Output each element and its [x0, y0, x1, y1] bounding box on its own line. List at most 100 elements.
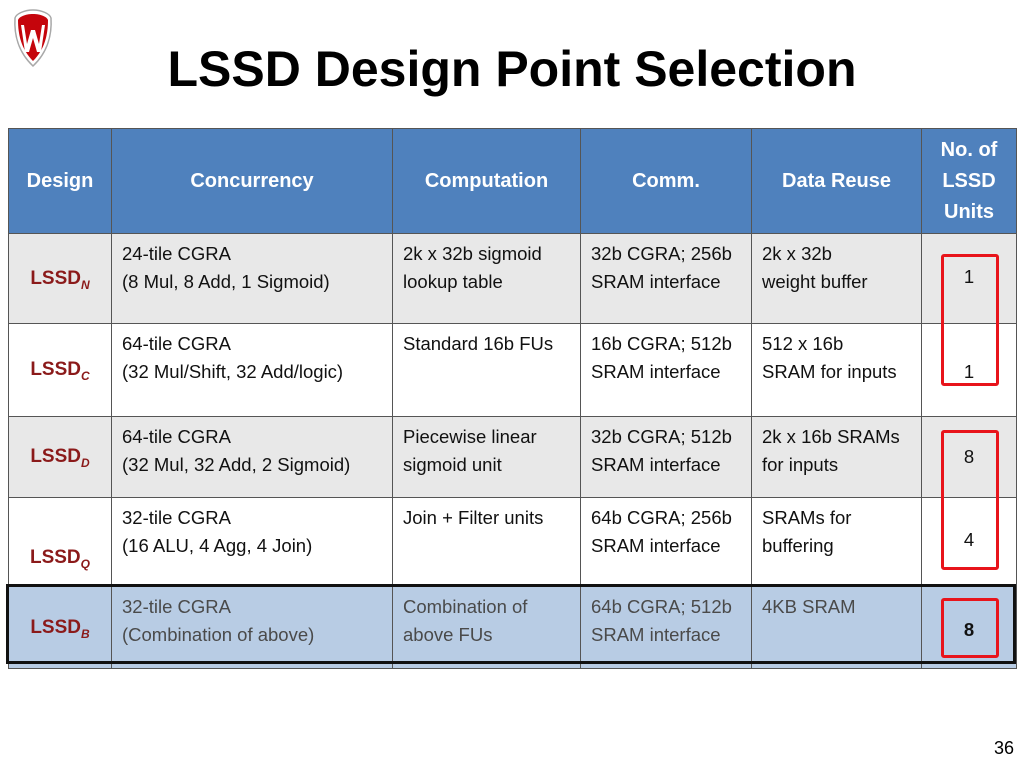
cell-line: 64b CGRA; 512b [591, 596, 732, 617]
units-value: 1 [963, 361, 975, 382]
cell-line: for inputs [762, 454, 839, 475]
table-header-row: Design Concurrency Computation Comm. Dat… [8, 128, 1017, 234]
header-units-line: LSSD [942, 169, 996, 192]
design-name: LSSD [30, 359, 81, 380]
table-row: LSSDD 64-tile CGRA (32 Mul, 32 Add, 2 Sig… [8, 416, 1017, 498]
comm-cell: 32b CGRA; 256b SRAM interface [580, 233, 752, 324]
cell-line: lookup table [403, 271, 503, 292]
computation-cell: Standard 16b FUs [392, 323, 581, 417]
units-value: 1 [963, 265, 975, 287]
header-concurrency: Concurrency [111, 128, 393, 234]
cell-line: 32b CGRA; 256b [591, 243, 732, 264]
cell-line: 512 x 16b [762, 333, 844, 354]
design-subscript: B [81, 626, 90, 641]
university-crest-icon [14, 9, 52, 68]
units-cell: 8 [921, 416, 1017, 498]
data-reuse-cell: 2k x 16b SRAMs for inputs [751, 416, 922, 498]
cell-line: (8 Mul, 8 Add, 1 Sigmoid) [122, 271, 330, 292]
cell-line: 2k x 16b SRAMs [762, 426, 900, 447]
design-name: LSSD [29, 547, 81, 568]
cell-line: 2k x 32b sigmoid [403, 243, 542, 264]
header-design: Design [8, 128, 112, 234]
data-reuse-cell: 512 x 16b SRAM for inputs [751, 323, 922, 417]
table-row: LSSDB 32-tile CGRA (Combination of above)… [8, 586, 1017, 669]
concurrency-cell: 32-tile CGRA (Combination of above) [111, 586, 393, 669]
cell-line: sigmoid unit [403, 454, 502, 475]
cell-line: 24-tile CGRA [122, 243, 231, 264]
cell-line: SRAMs for [762, 507, 852, 528]
comm-cell: 32b CGRA; 512b SRAM interface [580, 416, 752, 498]
computation-cell: 2k x 32b sigmoid lookup table [392, 233, 581, 324]
header-comm: Comm. [580, 128, 752, 234]
concurrency-cell: 64-tile CGRA (32 Mul, 32 Add, 2 Sigmoid) [111, 416, 393, 498]
header-data-reuse: Data Reuse [751, 128, 922, 234]
design-subscript: C [81, 369, 90, 383]
cell-line: Combination of [403, 596, 528, 617]
cell-line: SRAM interface [591, 454, 721, 475]
design-cell: LSSDC [8, 323, 112, 417]
cell-line: SRAM interface [591, 361, 721, 382]
header-computation: Computation [392, 128, 581, 234]
units-cell: 8 [921, 586, 1017, 669]
data-reuse-cell: 2k x 32b weight buffer [751, 233, 922, 324]
concurrency-cell: 32-tile CGRA (16 ALU, 4 Agg, 4 Join) [111, 497, 393, 587]
cell-line: SRAM interface [591, 624, 721, 645]
slide-title: LSSD Design Point Selection [167, 41, 857, 97]
units-cell: 1 [921, 323, 1017, 417]
header-units-line: Units [944, 200, 994, 223]
cell-line: 4KB SRAM [762, 596, 856, 617]
design-cell: LSSDD [8, 416, 112, 498]
concurrency-cell: 64-tile CGRA (32 Mul/Shift, 32 Add/logic) [111, 323, 393, 417]
cell-line: (Combination of above) [122, 624, 315, 645]
data-reuse-cell: SRAMs for buffering [751, 497, 922, 587]
design-point-table: Design Concurrency Computation Comm. Dat… [8, 128, 1017, 669]
cell-line: 64b CGRA; 256b [591, 507, 732, 528]
cell-line: (32 Mul/Shift, 32 Add/logic) [122, 361, 344, 382]
computation-cell: Join + Filter units [392, 497, 581, 587]
design-cell: LSSDB [8, 586, 112, 669]
computation-cell: Piecewise linear sigmoid unit [392, 416, 581, 498]
cell-line: SRAM for inputs [762, 361, 897, 382]
cell-line: 32b CGRA; 512b [591, 426, 732, 447]
units-cell: 4 [921, 497, 1017, 587]
cell-line: (32 Mul, 32 Add, 2 Sigmoid) [122, 454, 351, 475]
design-cell: LSSDN [8, 233, 112, 324]
units-cell: 1 [921, 233, 1017, 324]
header-units: No. of LSSD Units [921, 128, 1017, 234]
page-number: 36 [993, 738, 1014, 758]
cell-line: above FUs [403, 624, 493, 645]
cell-line: 2k x 32b [762, 243, 832, 264]
table-row: LSSDN 24-tile CGRA (8 Mul, 8 Add, 1 Sigmo… [8, 233, 1017, 324]
design-subscript: D [81, 456, 90, 470]
cell-line: 64-tile CGRA [122, 426, 231, 447]
header-units-line: No. of [940, 138, 998, 161]
cell-line: Piecewise linear [403, 426, 537, 447]
comm-cell: 64b CGRA; 512b SRAM interface [580, 586, 752, 669]
units-value: 8 [963, 446, 975, 467]
units-value: 8 [963, 618, 975, 640]
units-value: 4 [963, 529, 975, 550]
data-reuse-cell: 4KB SRAM [751, 586, 922, 669]
concurrency-cell: 24-tile CGRA (8 Mul, 8 Add, 1 Sigmoid) [111, 233, 393, 324]
design-name: LSSD [30, 446, 81, 467]
design-cell: LSSDQ [8, 497, 112, 587]
cell-line: 64-tile CGRA [122, 333, 231, 354]
cell-line: weight buffer [762, 271, 868, 292]
cell-line: 32-tile CGRA [122, 507, 231, 528]
comm-cell: 16b CGRA; 512b SRAM interface [580, 323, 752, 417]
comm-cell: 64b CGRA; 256b SRAM interface [580, 497, 752, 587]
table-row: LSSDQ 32-tile CGRA (16 ALU, 4 Agg, 4 Join… [8, 497, 1017, 587]
design-name: LSSD [30, 267, 81, 289]
design-subscript: N [81, 277, 90, 292]
cell-line: SRAM interface [591, 271, 721, 292]
computation-cell: Combination of above FUs [392, 586, 581, 669]
table-row: LSSDC 64-tile CGRA (32 Mul/Shift, 32 Add/… [8, 323, 1017, 417]
cell-line: 16b CGRA; 512b [591, 333, 732, 354]
design-name: LSSD [30, 616, 81, 638]
design-subscript: Q [80, 557, 91, 571]
cell-line: (16 ALU, 4 Agg, 4 Join) [122, 535, 313, 556]
cell-line: SRAM interface [591, 535, 721, 556]
cell-line: Join + Filter units [403, 507, 544, 528]
cell-line: Standard 16b FUs [403, 333, 554, 354]
cell-line: 32-tile CGRA [122, 596, 231, 617]
